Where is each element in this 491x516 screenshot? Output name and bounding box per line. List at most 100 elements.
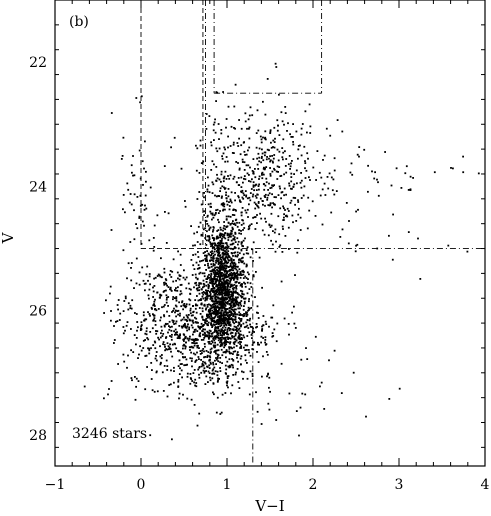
star-point xyxy=(224,259,226,261)
star-point xyxy=(153,317,156,319)
star-point xyxy=(129,193,132,195)
star-point xyxy=(265,177,268,180)
star-point xyxy=(203,285,205,288)
star-point xyxy=(228,282,230,285)
star-point xyxy=(205,317,208,320)
star-point xyxy=(251,170,254,172)
star-point xyxy=(213,308,216,311)
star-point xyxy=(233,252,236,254)
star-point xyxy=(248,196,251,199)
star-point xyxy=(284,209,286,211)
star-point xyxy=(290,199,293,202)
star-point xyxy=(160,316,162,319)
star-point xyxy=(328,359,330,362)
star-point xyxy=(251,348,254,350)
star-point xyxy=(256,222,258,224)
star-point xyxy=(215,363,217,365)
star-point xyxy=(225,251,228,253)
star-point xyxy=(299,216,302,219)
star-point xyxy=(180,351,182,354)
star-point xyxy=(220,312,223,314)
star-point xyxy=(292,143,295,146)
star-point xyxy=(209,290,211,293)
star-point xyxy=(210,256,213,259)
star-point xyxy=(300,197,303,199)
star-point xyxy=(336,119,339,121)
star-point xyxy=(223,288,226,291)
star-point xyxy=(216,343,219,346)
star-point xyxy=(323,154,326,157)
star-point xyxy=(194,299,197,301)
star-point xyxy=(150,306,153,309)
star-point xyxy=(221,295,224,298)
star-point xyxy=(244,285,247,288)
star-point xyxy=(204,257,207,260)
star-point xyxy=(210,275,212,277)
star-point xyxy=(212,246,215,249)
star-point xyxy=(248,298,250,300)
star-point xyxy=(220,288,223,291)
star-point xyxy=(222,249,225,252)
star-point xyxy=(256,163,259,166)
star-point xyxy=(103,312,105,314)
star-point xyxy=(249,106,252,109)
star-point xyxy=(220,239,223,242)
star-point xyxy=(192,305,194,307)
star-point xyxy=(290,180,293,183)
star-point xyxy=(229,328,232,330)
star-point xyxy=(247,149,249,152)
star-point xyxy=(230,308,233,310)
star-point xyxy=(237,321,240,324)
star-point xyxy=(196,330,199,332)
star-point xyxy=(281,156,284,159)
star-point xyxy=(297,239,299,242)
star-point xyxy=(204,299,207,302)
star-point xyxy=(140,242,143,245)
star-point xyxy=(165,301,168,304)
star-point xyxy=(213,287,215,290)
star-point xyxy=(234,127,236,130)
star-point xyxy=(269,155,271,158)
star-point xyxy=(133,193,136,196)
star-point xyxy=(216,336,218,338)
star-point xyxy=(223,304,225,306)
star-point xyxy=(274,62,277,65)
star-point xyxy=(240,318,243,320)
star-point xyxy=(181,300,184,303)
star-point xyxy=(248,331,251,334)
star-point xyxy=(214,295,217,298)
star-point xyxy=(257,202,260,204)
star-point xyxy=(178,337,181,339)
star-point xyxy=(195,144,197,147)
star-point xyxy=(223,275,226,278)
star-point xyxy=(186,363,188,366)
star-point xyxy=(135,377,138,380)
star-point xyxy=(221,277,224,280)
star-point xyxy=(252,260,254,262)
star-point xyxy=(149,314,151,317)
star-point xyxy=(211,318,214,321)
star-point xyxy=(223,186,225,189)
star-point xyxy=(273,328,276,331)
star-point xyxy=(251,114,254,117)
star-point xyxy=(290,187,292,190)
star-point xyxy=(231,336,234,339)
star-point xyxy=(167,212,170,215)
star-point xyxy=(226,234,229,237)
star-point xyxy=(177,286,179,289)
star-point xyxy=(358,146,361,148)
star-point xyxy=(229,200,232,202)
star-point xyxy=(240,289,242,292)
star-point xyxy=(259,135,262,138)
star-point xyxy=(173,381,175,384)
star-point xyxy=(239,307,241,310)
star-point xyxy=(165,289,167,292)
star-point xyxy=(307,157,309,160)
star-point xyxy=(180,319,183,322)
star-point xyxy=(204,251,206,253)
star-point xyxy=(166,395,169,398)
star-point xyxy=(235,218,238,221)
star-point xyxy=(165,348,168,350)
star-point xyxy=(221,336,224,339)
star-point xyxy=(236,221,238,224)
